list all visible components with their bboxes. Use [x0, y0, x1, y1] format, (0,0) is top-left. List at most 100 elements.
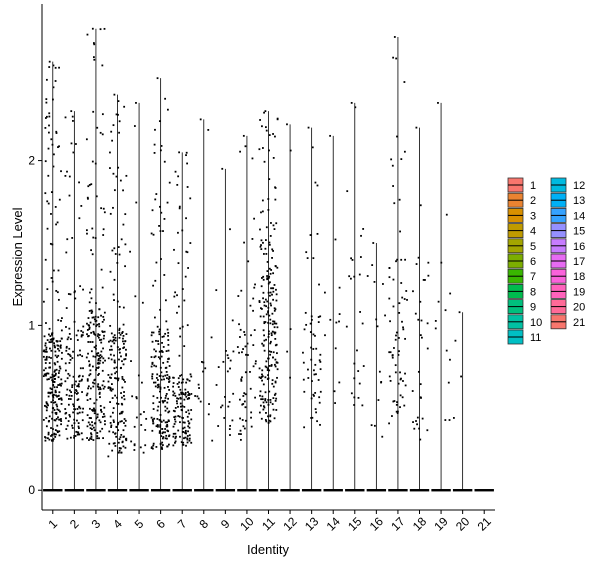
- point: [166, 377, 168, 380]
- point: [46, 372, 49, 375]
- point: [100, 408, 102, 411]
- point: [111, 411, 114, 414]
- point: [45, 402, 48, 405]
- violin-4: [107, 94, 128, 492]
- point: [159, 366, 162, 369]
- point: [309, 234, 312, 236]
- point: [272, 385, 275, 388]
- point: [85, 394, 88, 397]
- point: [222, 360, 225, 363]
- point: [125, 348, 127, 351]
- point: [151, 363, 154, 365]
- point: [402, 326, 404, 329]
- point: [158, 225, 160, 227]
- point: [272, 298, 275, 301]
- point: [94, 315, 97, 318]
- point: [164, 299, 167, 302]
- point: [273, 309, 276, 312]
- violin-8: [194, 119, 214, 492]
- x-tick-label: 11: [259, 514, 278, 533]
- point: [264, 399, 267, 402]
- point: [115, 113, 118, 116]
- point: [260, 244, 262, 246]
- point: [333, 390, 336, 393]
- point: [98, 419, 101, 422]
- point: [125, 174, 128, 177]
- point: [268, 369, 271, 372]
- x-tick-label: 2: [67, 516, 82, 531]
- point: [353, 404, 356, 406]
- point: [168, 375, 171, 378]
- point: [151, 447, 154, 450]
- point: [264, 110, 267, 113]
- point: [44, 117, 47, 119]
- point: [68, 347, 71, 350]
- point: [412, 421, 414, 423]
- point: [168, 380, 171, 383]
- point: [98, 372, 100, 375]
- point: [153, 143, 156, 146]
- point: [272, 320, 274, 323]
- point: [156, 386, 159, 389]
- point: [155, 339, 157, 342]
- point: [75, 389, 77, 391]
- point: [114, 372, 117, 375]
- point: [186, 251, 189, 254]
- point: [96, 437, 99, 440]
- point: [86, 232, 88, 235]
- point: [417, 370, 420, 373]
- legend-label: 12: [573, 180, 585, 192]
- point: [53, 380, 56, 383]
- point: [265, 366, 268, 369]
- point: [159, 425, 162, 428]
- point: [113, 93, 116, 96]
- point: [182, 378, 185, 381]
- point: [166, 374, 169, 376]
- point: [99, 359, 102, 362]
- point: [115, 377, 118, 380]
- point: [112, 442, 115, 445]
- point: [113, 278, 116, 281]
- point: [95, 398, 98, 401]
- point: [267, 357, 270, 360]
- legend-item-16: 16: [550, 238, 585, 254]
- legend-item-12: 12: [550, 177, 585, 193]
- point: [167, 331, 170, 334]
- point: [49, 341, 52, 344]
- points-14: [324, 134, 341, 404]
- point: [190, 418, 193, 421]
- point: [91, 27, 94, 30]
- point: [97, 359, 100, 362]
- point: [54, 436, 57, 438]
- point: [319, 315, 322, 318]
- violin-21: [474, 489, 494, 492]
- point: [270, 304, 272, 307]
- point: [76, 419, 78, 422]
- point: [113, 342, 116, 345]
- point: [99, 405, 102, 407]
- violin-base-21: [474, 489, 494, 492]
- point: [415, 420, 417, 422]
- point: [269, 322, 272, 325]
- point: [135, 396, 138, 398]
- point: [52, 407, 55, 409]
- point: [162, 375, 165, 378]
- point: [102, 387, 105, 390]
- point: [187, 391, 189, 393]
- point: [259, 119, 261, 121]
- points-19: [434, 101, 452, 421]
- point: [164, 421, 167, 424]
- point: [54, 389, 57, 392]
- point: [102, 437, 104, 440]
- point: [434, 327, 437, 330]
- point: [58, 66, 60, 69]
- point: [45, 374, 47, 377]
- point: [141, 381, 143, 384]
- point: [361, 322, 364, 325]
- legend-item-1: 1: [507, 177, 536, 193]
- point: [93, 402, 96, 405]
- point: [178, 393, 181, 396]
- point: [162, 361, 165, 364]
- point: [110, 373, 113, 376]
- point: [168, 389, 171, 391]
